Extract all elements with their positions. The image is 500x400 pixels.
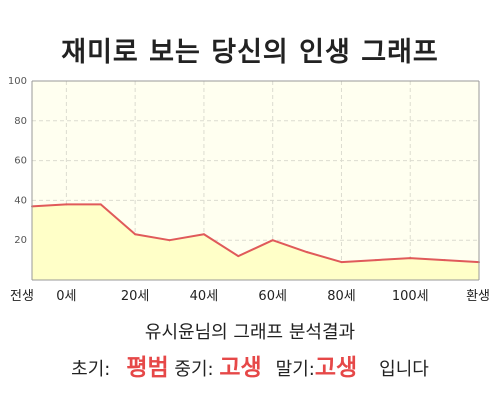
y-tick-label: 60 (14, 156, 27, 167)
data-point (271, 239, 274, 242)
x-tick-label: 40세 (190, 289, 219, 304)
late-value: 고생 (314, 355, 358, 381)
analysis-verdict: 초기: 평범 중기: 고생 말기:고생 입니다 (0, 348, 500, 382)
early-value: 평범 (126, 355, 169, 381)
data-point (134, 233, 137, 236)
chart-title: 재미로 보는 당신의 인생 그래프 (61, 37, 439, 68)
mid-value: 고생 (219, 355, 262, 381)
data-point (202, 233, 205, 236)
y-tick-label: 100 (8, 76, 27, 87)
late-label: 말기: (275, 359, 315, 380)
data-point (409, 257, 412, 260)
data-point (237, 255, 240, 258)
x-tick-label: 80세 (327, 289, 356, 304)
x-tick-label: 100세 (392, 289, 429, 304)
data-point (168, 239, 171, 242)
early-label: 초기: (71, 359, 111, 380)
data-point (340, 261, 343, 264)
data-point (374, 259, 377, 262)
series-line (31, 203, 480, 264)
life-graph-chart: 20 40 60 80 100 전생 0세 20세 40세 60세 80세 100세 환생 (8, 76, 490, 304)
data-point (443, 259, 446, 262)
mid-label: 중기: (174, 359, 214, 380)
x-tick-label: 0세 (56, 289, 76, 304)
y-tick-label: 80 (14, 116, 27, 127)
data-point (306, 251, 309, 254)
x-tick-label: 전생 (10, 289, 34, 304)
x-tick-label: 20세 (121, 289, 150, 304)
verdict-suffix: 입니다 (379, 359, 429, 380)
y-tick-label: 40 (14, 195, 27, 206)
y-tick-label: 20 (14, 235, 27, 246)
analysis-summary: 유시윤님의 그래프 분석결과 (144, 322, 356, 343)
x-tick-label: 60세 (258, 289, 287, 304)
data-point (99, 203, 102, 206)
data-point (65, 203, 68, 206)
x-tick-label: 환생 (466, 289, 490, 304)
